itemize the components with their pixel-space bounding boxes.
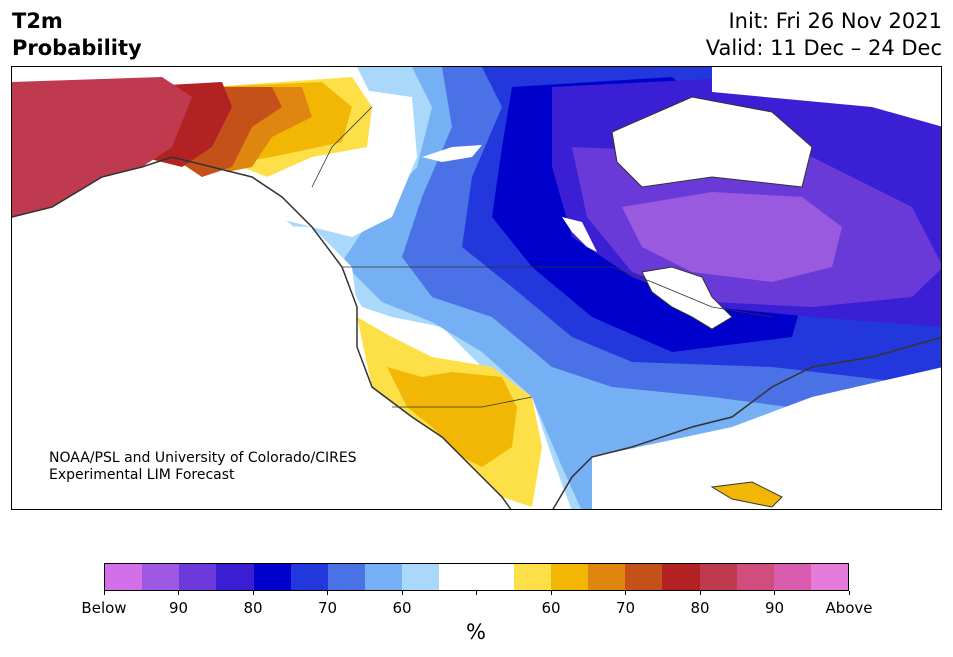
init-date: Init: Fri 26 Nov 2021 [728, 9, 942, 33]
legend-swatch [402, 564, 440, 590]
legend-tick-mark [699, 591, 701, 595]
legend-tick-label: 60 [392, 599, 412, 617]
legend-tick-mark [774, 591, 775, 595]
legend-tick-label: 60 [541, 599, 561, 617]
cuba-island [710, 481, 783, 508]
legend-swatch [588, 564, 626, 590]
region-white-west [262, 87, 417, 237]
legend-tick-label: Below [81, 599, 127, 617]
region-white-atlantic [592, 367, 941, 509]
legend-swatch [365, 564, 403, 590]
legend-swatch [476, 564, 514, 590]
legend-tick-mark [178, 591, 179, 595]
legend-swatch [327, 564, 366, 590]
color-legend-bar [104, 563, 849, 591]
great-slave-lake [422, 145, 482, 162]
legend-tick-mark [476, 591, 477, 595]
legend-tick-mark [327, 591, 328, 595]
legend-tick-label: 70 [615, 599, 636, 617]
legend-swatch [290, 564, 328, 590]
legend-swatch [216, 564, 254, 590]
legend-tick-mark [848, 591, 850, 595]
legend-tick-label: 90 [168, 599, 189, 617]
credit-text: NOAA/PSL and University of Colorado/CIRE… [49, 450, 357, 484]
region-white-pacific [12, 217, 510, 509]
legend-tick-mark [103, 591, 105, 595]
legend-swatch [810, 564, 849, 590]
region-alaska [12, 77, 192, 217]
great-lakes [641, 266, 733, 330]
legend-swatch [736, 564, 774, 590]
legend-swatch [253, 564, 291, 590]
legend-tick-label: 80 [690, 599, 710, 617]
legend-tick-label: 80 [243, 599, 263, 617]
probability-map [11, 66, 942, 510]
legend-swatch [625, 564, 663, 590]
legend-tick-label: Above [825, 599, 873, 617]
map-title: T2m Probability [12, 8, 142, 62]
legend-swatch [105, 564, 143, 590]
legend-swatch [773, 564, 811, 590]
credit-line-1: NOAA/PSL and University of Colorado/CIRE… [49, 450, 357, 466]
coastline [12, 156, 941, 509]
legend-swatch [662, 564, 700, 590]
legend-tick-mark [252, 591, 254, 595]
legend-swatch [142, 564, 180, 590]
legend-unit: % [466, 620, 486, 644]
legend-swatch [513, 564, 551, 590]
country-borders [311, 106, 773, 408]
lake-winnipeg [562, 217, 597, 252]
legend-swatch [699, 564, 737, 590]
region-lavender [622, 192, 842, 282]
legend-tick-mark [625, 591, 626, 595]
legend-tick-mark [550, 591, 552, 595]
legend-swatch [550, 564, 589, 590]
credit-line-2: Experimental LIM Forecast [49, 467, 235, 483]
title-line-2: Probability [12, 36, 142, 60]
legend-swatch [179, 564, 217, 590]
legend-tick-label: 70 [317, 599, 338, 617]
legend-tick-label: 90 [764, 599, 785, 617]
water-arctic [712, 67, 941, 127]
map-canvas [12, 67, 941, 509]
title-line-1: T2m [12, 9, 63, 33]
legend-tick-mark [401, 591, 403, 595]
forecast-dates: Init: Fri 26 Nov 2021 Valid: 11 Dec – 24… [706, 8, 942, 62]
region-gold-southwest [387, 367, 517, 467]
valid-range: Valid: 11 Dec – 24 Dec [705, 36, 942, 60]
legend-swatch [439, 564, 477, 590]
water-hudson-bay [611, 96, 813, 188]
